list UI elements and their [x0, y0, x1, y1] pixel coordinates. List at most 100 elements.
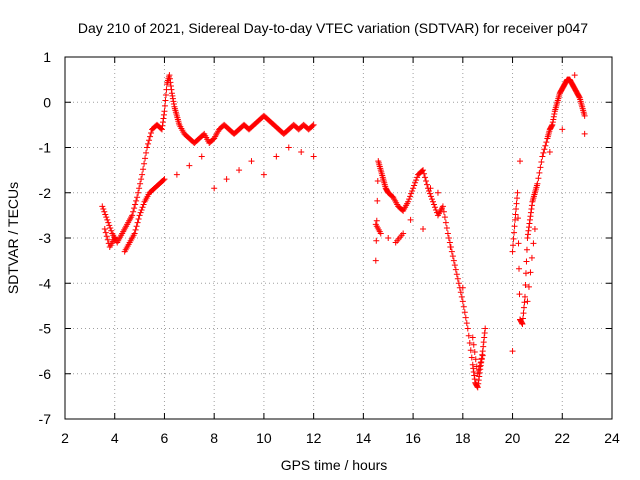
data-point	[467, 347, 474, 354]
data-point	[520, 310, 527, 317]
data-point	[464, 325, 471, 332]
data-point	[543, 139, 550, 146]
data-point	[145, 140, 152, 147]
data-point	[536, 169, 543, 176]
data-point	[140, 166, 147, 173]
data-point	[516, 265, 523, 272]
data-point	[516, 291, 523, 298]
data-point	[448, 248, 455, 255]
data-point	[309, 122, 316, 129]
data-point	[131, 230, 138, 237]
data-point	[509, 248, 516, 255]
data-point	[374, 177, 381, 184]
data-point	[431, 204, 438, 211]
data-point	[410, 185, 417, 192]
data-point	[248, 158, 255, 165]
data-point	[442, 219, 449, 226]
x-tick-label: 18	[455, 430, 471, 446]
data-point	[424, 181, 431, 188]
y-tick-label: -2	[39, 185, 52, 201]
data-point	[441, 214, 448, 221]
y-tick-label: -6	[39, 366, 52, 382]
data-point	[136, 185, 143, 192]
data-point	[422, 174, 429, 181]
data-point	[140, 201, 147, 208]
data-point	[101, 225, 108, 232]
data-point	[559, 126, 566, 133]
data-point	[420, 225, 427, 232]
data-point	[139, 204, 146, 211]
data-point	[107, 225, 114, 232]
data-point	[542, 142, 549, 149]
y-tick-label: 0	[43, 94, 51, 110]
data-point	[141, 160, 148, 167]
data-point	[525, 283, 532, 290]
data-point	[510, 235, 517, 242]
data-point	[463, 320, 470, 327]
data-point	[515, 215, 522, 222]
data-point	[103, 233, 110, 240]
data-point	[428, 196, 435, 203]
data-point	[444, 230, 451, 237]
data-point	[458, 293, 465, 300]
data-point	[137, 209, 144, 216]
data-point	[409, 187, 416, 194]
data-point	[511, 229, 518, 236]
data-point	[470, 341, 477, 348]
data-point	[460, 303, 467, 310]
data-point	[475, 367, 482, 374]
data-point	[451, 262, 458, 269]
data-point	[429, 198, 436, 205]
data-point	[581, 130, 588, 137]
data-point	[131, 205, 138, 212]
data-point	[129, 212, 136, 219]
data-point	[513, 200, 520, 207]
data-point	[298, 149, 305, 156]
data-point	[148, 130, 155, 137]
data-point	[522, 270, 529, 277]
data-point	[101, 208, 108, 215]
data-point	[426, 187, 433, 194]
y-axis-label: SDTVAR / TECUs	[5, 182, 21, 294]
data-point	[477, 359, 484, 366]
data-point	[511, 223, 518, 230]
data-point	[469, 334, 476, 341]
y-tick-label: -1	[39, 140, 52, 156]
data-point	[130, 208, 137, 215]
data-point	[285, 144, 292, 151]
data-point	[455, 280, 462, 287]
data-point	[482, 325, 489, 332]
data-point	[465, 332, 472, 339]
data-point	[421, 170, 428, 177]
y-tick-label: -4	[39, 275, 52, 291]
data-point	[162, 92, 169, 99]
x-tick-label: 14	[356, 430, 372, 446]
data-point	[520, 304, 527, 311]
y-tick-label: -5	[39, 321, 52, 337]
data-point	[434, 189, 441, 196]
data-point	[111, 235, 118, 241]
x-tick-label: 20	[505, 430, 521, 446]
data-point	[143, 149, 150, 156]
data-point	[408, 190, 415, 197]
data-point	[474, 370, 481, 377]
data-point	[524, 298, 531, 305]
data-point	[406, 196, 413, 203]
data-point	[478, 356, 485, 363]
x-tick-label: 6	[161, 430, 169, 446]
data-point	[454, 275, 461, 282]
data-point	[373, 237, 380, 244]
data-point	[528, 254, 535, 261]
data-point	[530, 240, 537, 247]
data-point	[537, 164, 544, 171]
data-point	[427, 185, 434, 192]
data-point	[541, 146, 548, 153]
data-point	[157, 125, 164, 132]
data-point	[134, 194, 141, 201]
data-point	[426, 190, 433, 197]
data-point	[99, 203, 106, 210]
axis-ticks: 2 4 6 8 10 12 14 16 18 20 22 24-7-6-5-4-3-2-101	[39, 49, 620, 446]
data-point	[147, 133, 154, 140]
data-point	[372, 257, 379, 264]
data-point	[540, 149, 547, 156]
